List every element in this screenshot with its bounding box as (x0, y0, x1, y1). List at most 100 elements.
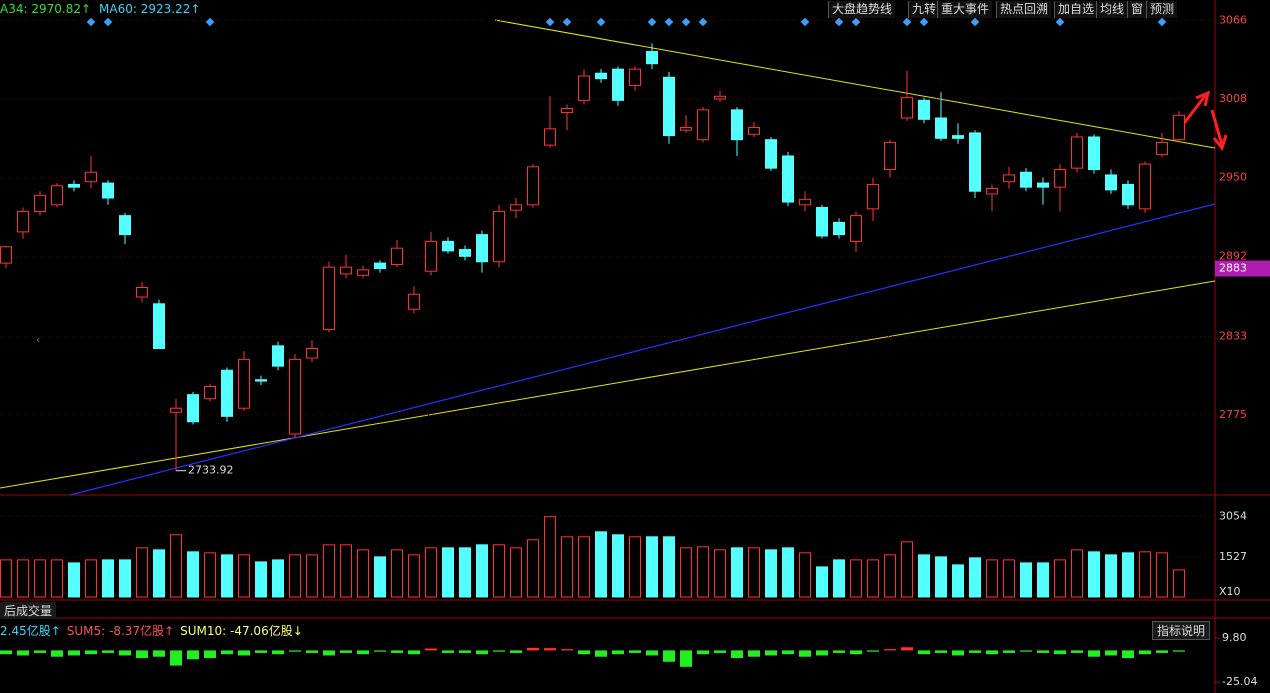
flow-bar (527, 647, 539, 651)
volume-bar (85, 559, 97, 598)
candle-body (697, 109, 709, 141)
toolbar-button[interactable]: 均线 (1096, 1, 1128, 18)
candle-body (459, 249, 471, 257)
flow-bar (1003, 650, 1015, 653)
candle-body (119, 215, 131, 236)
candle-body (425, 240, 437, 272)
volume-bar (221, 554, 233, 598)
y-tick-label: 1527 (1219, 550, 1247, 563)
volume-bar (510, 547, 522, 598)
volume-bar (867, 559, 879, 598)
volume-bar (17, 559, 29, 598)
toolbar-button[interactable]: 热点回溯 (996, 1, 1052, 18)
volume-bar (731, 547, 743, 598)
flow-bar (663, 650, 675, 662)
flow-bar (425, 648, 437, 651)
volume-tab[interactable]: 后成交量 (0, 602, 57, 619)
low-label: 2733.92 (188, 464, 234, 477)
toolbar-button[interactable]: 大盘趋势线 (828, 1, 896, 18)
flow-bar (357, 650, 369, 655)
volume-bar (833, 559, 845, 598)
volume-bar (544, 516, 556, 598)
flow-bar (255, 650, 267, 653)
candle-body (1105, 174, 1117, 191)
toolbar-button[interactable]: 预测 (1146, 1, 1178, 18)
volume-bar (51, 559, 63, 598)
volume-bar (884, 554, 896, 598)
volume-bar (561, 536, 573, 598)
flow-bar (1173, 650, 1185, 652)
flow-bar (646, 650, 658, 656)
candle-body (408, 293, 420, 310)
nav-arrow[interactable]: ‹ (36, 333, 40, 346)
candle-body (17, 211, 29, 233)
flow-bar (612, 650, 624, 655)
volume-bar (765, 549, 777, 598)
candle-body (629, 68, 641, 86)
help-button[interactable]: 指标说明 (1152, 621, 1211, 640)
volume-bar (272, 559, 284, 598)
y-tick-label: 9.80 (1222, 631, 1247, 644)
volume-bar (612, 534, 624, 598)
candle-body (850, 215, 862, 242)
volume-bar (238, 554, 250, 598)
flow-bar (1088, 650, 1100, 657)
candle-body (1122, 183, 1134, 206)
current-price-box (1215, 260, 1270, 277)
toolbar-button[interactable]: 窗 (1127, 1, 1147, 18)
flow-bar (170, 650, 182, 666)
flow-bar (935, 650, 947, 653)
flow-bar (136, 650, 148, 658)
toolbar-button[interactable]: 重大事件 (937, 1, 993, 18)
flow-bar (493, 650, 505, 652)
flow-bar (816, 650, 828, 656)
flow-bar (765, 650, 777, 656)
flow-bar (544, 648, 556, 651)
flow-bar (952, 650, 964, 656)
candle-body (918, 99, 930, 120)
volume-bar (782, 547, 794, 598)
toolbar-button[interactable]: 九转 (908, 1, 940, 18)
volume-bar (1037, 562, 1049, 598)
flow-bar (408, 650, 420, 655)
volume-bar (425, 547, 437, 598)
flow-bar (17, 650, 29, 656)
volume-bar (595, 531, 607, 598)
flow-legend: 2.45亿股↑ SUM5: -8.37亿股↑ SUM10: -47.06亿股↓ (0, 622, 309, 639)
trend-line (0, 280, 1216, 489)
signal-marker (834, 17, 844, 27)
volume-bar (374, 556, 386, 598)
volume-bar (340, 544, 352, 598)
flow-bar (68, 650, 80, 656)
toolbar-button[interactable]: 加自选 (1054, 1, 1098, 18)
volume-bar (289, 554, 301, 598)
candle-body (1139, 163, 1151, 210)
indicator-header: A34: 2970.82↑ MA60: 2923.22↑ (0, 2, 208, 16)
candle-body (255, 379, 267, 382)
candle-body (1156, 141, 1168, 156)
candle-body (1173, 114, 1185, 141)
volume-bar (1156, 552, 1168, 598)
volume-bar (255, 561, 267, 598)
flow-bar (204, 650, 216, 658)
legend-entry: SUM5: -8.37亿股↑ (66, 624, 175, 638)
volume-bar (119, 559, 131, 598)
volume-bar (1139, 551, 1151, 598)
candle-body (493, 211, 505, 263)
flow-bar (969, 650, 981, 653)
y-tick-label: 3008 (1219, 92, 1247, 105)
flow-bar (799, 650, 811, 657)
volume-bar (935, 556, 947, 598)
legend-entry: SUM10: -47.06亿股↓ (180, 624, 303, 638)
indicator-value: MA60: 2923.22↑ (99, 2, 201, 16)
signal-marker (596, 17, 606, 27)
volume-bar (323, 544, 335, 598)
volume-bar (1020, 562, 1032, 598)
y-tick-label: 2833 (1219, 329, 1247, 342)
candle-body (901, 97, 913, 119)
candle-body (833, 221, 845, 236)
candle-body (340, 266, 352, 275)
volume-bar (714, 549, 726, 598)
candle-body (510, 204, 522, 211)
volume-bar (816, 566, 828, 598)
